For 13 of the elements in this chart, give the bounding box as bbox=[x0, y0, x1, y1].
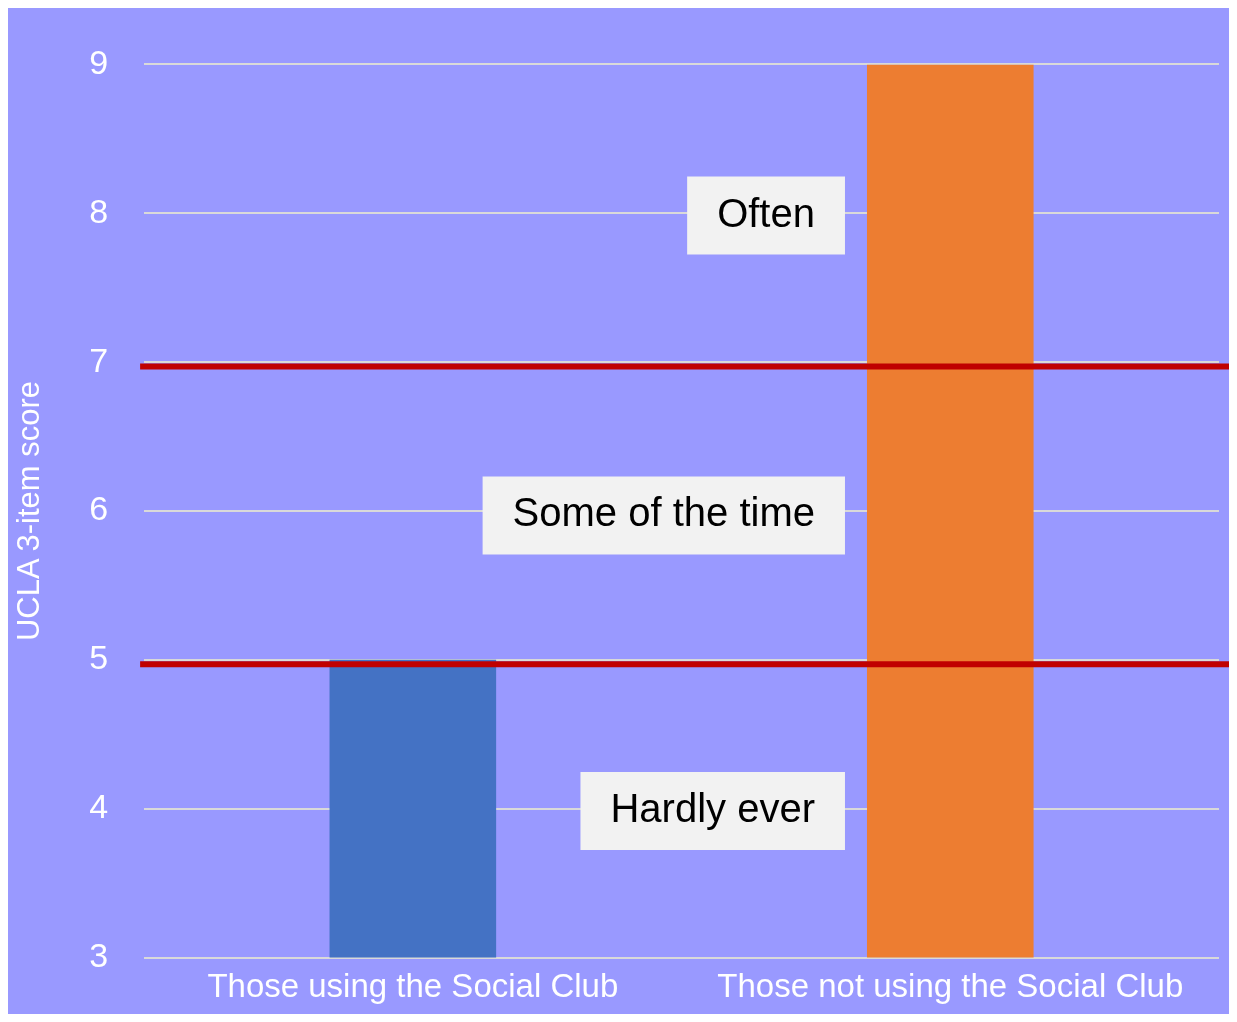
annotation: Often bbox=[717, 190, 815, 235]
y-tick-label: 6 bbox=[89, 489, 109, 528]
annotation: Some of the time bbox=[512, 490, 815, 535]
x-tick-label: Those using the Social Club bbox=[207, 967, 619, 1005]
annotation: Hardly ever bbox=[610, 786, 815, 830]
y-axis-title: UCLA 3-item score bbox=[11, 380, 47, 642]
y-tick-label: 7 bbox=[89, 340, 109, 379]
y-tick-label: 9 bbox=[89, 42, 109, 81]
y-tick-label: 8 bbox=[89, 191, 109, 230]
x-tick-label: Those not using the Social Club bbox=[717, 967, 1184, 1005]
y-tick-label: 4 bbox=[89, 787, 109, 826]
y-tick-label: 3 bbox=[89, 935, 109, 974]
y-tick-label: 5 bbox=[89, 638, 109, 677]
